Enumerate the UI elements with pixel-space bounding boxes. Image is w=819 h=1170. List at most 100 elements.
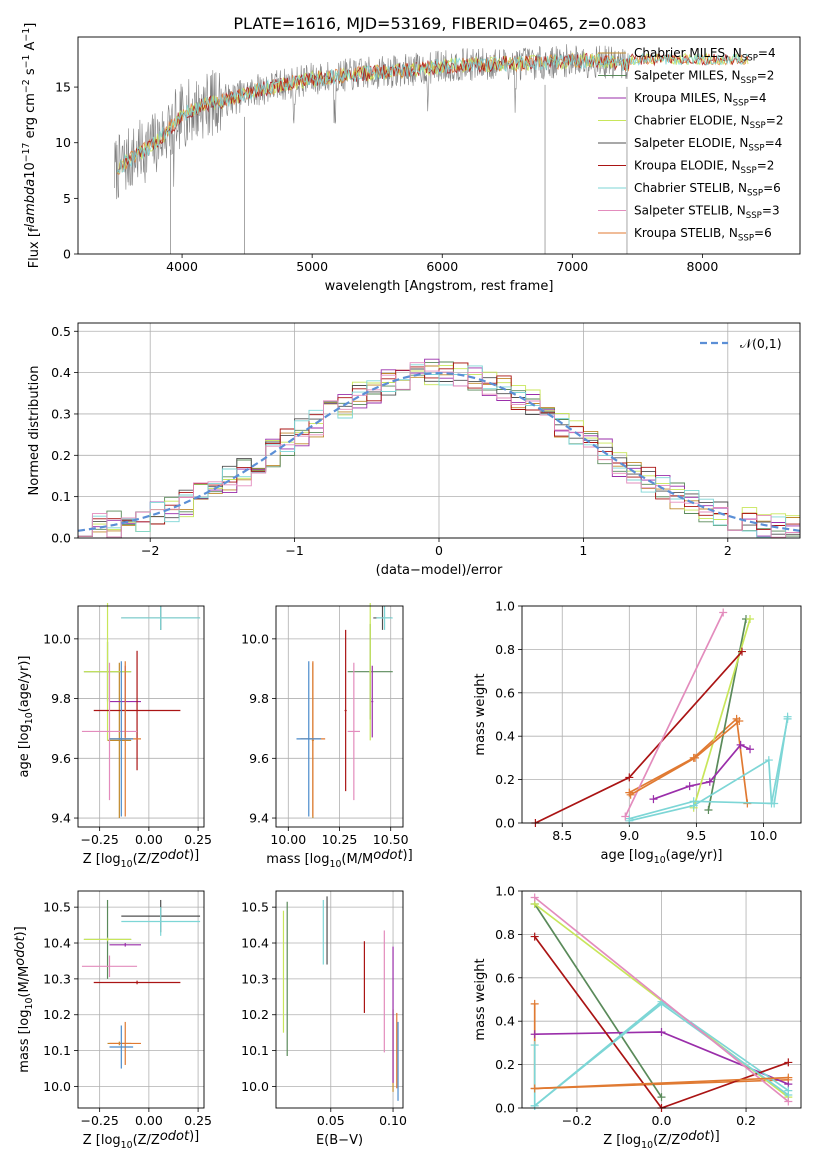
x-tick-label: 2 <box>724 543 732 558</box>
x-tick-label: −1 <box>285 543 303 558</box>
y-axis-label: mass weight <box>473 958 488 1040</box>
weight-marker <box>764 756 773 765</box>
weight-marker <box>657 1028 666 1037</box>
gaussian-legend-label: 𝒩(0,1) <box>740 336 782 351</box>
axes-frame <box>77 36 801 255</box>
y-tick-label: 10.1 <box>241 1043 269 1058</box>
weight-marker <box>621 812 630 821</box>
weight-marker <box>704 805 713 814</box>
panel-spectrum: 4000 5000 6000 7000 8000 0 5 10 15 wavelength [An… <box>21 23 801 294</box>
x-tick-label: 0.25 <box>184 832 212 847</box>
y-axis-label: age [log10​(age/yr)] <box>17 656 35 778</box>
y-tick-label: 10.2 <box>43 1007 71 1022</box>
y-tick-label: 10.2 <box>241 1007 269 1022</box>
x-axis-label: wavelength [Angstrom, rest frame] <box>325 279 554 294</box>
panel-mass-vs-Z: −0.25 0.00 0.25 10.0 10.1 10.2 10.3 10.4 10.5 Z [… <box>13 890 212 1151</box>
y-tick-label: 9.8 <box>249 691 269 706</box>
legend-label: Kroupa STELIB, NSSP​=6 <box>634 226 772 244</box>
x-tick-label: 9.0 <box>619 828 639 843</box>
weight-marker <box>530 1101 539 1110</box>
legend-label: Salpeter ELODIE, NSSP​=4 <box>634 136 782 154</box>
axes-frame <box>521 605 802 824</box>
y-tick-label: 10.0 <box>241 631 269 646</box>
weight-marker <box>719 608 728 617</box>
weight-marker <box>746 745 755 754</box>
weight-marker <box>657 999 666 1008</box>
weight-marker <box>784 1058 793 1067</box>
weight-marker <box>767 799 776 808</box>
figure-title: PLATE=1616, MJD=53169, FIBERID=0465, z=0… <box>233 14 646 33</box>
y-tick-label: 0.8 <box>495 642 515 657</box>
y-tick-label: 0.4 <box>51 365 71 380</box>
plot-area <box>530 893 793 1112</box>
y-tick-label: 1.0 <box>495 599 515 614</box>
axes-frame <box>77 890 205 1109</box>
panel-mass-vs-EBV: 0.05 0.10 10.0 10.1 10.2 10.3 10.4 10.5 E(B−V) <box>241 890 407 1148</box>
y-tick-label: 0.2 <box>495 1057 515 1072</box>
weight-marker <box>689 801 698 810</box>
plot-area <box>81 603 201 819</box>
x-axis-label: (data−model)/error <box>376 563 503 578</box>
plot-area <box>531 608 792 827</box>
y-tick-label: 0.1 <box>51 489 71 504</box>
x-tick-label: 8.5 <box>552 828 572 843</box>
plot-area <box>77 358 801 539</box>
legend-label: Chabrier STELIB, NSSP​=6 <box>634 181 781 199</box>
residual-histogram <box>78 364 800 539</box>
weight-marker <box>784 1073 793 1082</box>
x-tick-label: −0.2 <box>562 1113 592 1128</box>
x-tick-label: −0.25 <box>81 832 119 847</box>
y-tick-label: 9.4 <box>51 811 71 826</box>
panel-weights-vs-Z: −0.2 0.0 0.2 0.0 0.2 0.4 0.6 0.8 1.0 Z [log10​(Z/… <box>473 884 802 1151</box>
weight-marker <box>657 1093 666 1102</box>
x-tick-label: 4000 <box>166 259 198 274</box>
weight-marker <box>626 790 635 799</box>
spectrum-legend: Chabrier MILES, NSSP​=4 Salpeter MILES, N… <box>598 46 783 244</box>
x-axis-label: age [log10​(age/yr)] <box>601 848 723 866</box>
weight-line <box>629 716 789 820</box>
y-tick-label: 0.6 <box>495 685 515 700</box>
y-tick-label: 10.5 <box>241 900 269 915</box>
x-tick-label: 7000 <box>556 259 588 274</box>
y-tick-label: 0.8 <box>495 927 515 942</box>
axes-frame <box>77 605 205 828</box>
x-axis-label: Z [log10​(Z/Z​odot)] <box>603 1129 720 1151</box>
gaussian-curve <box>77 371 801 532</box>
x-tick-label: 0.0 <box>652 1113 672 1128</box>
plot-area <box>114 44 749 254</box>
y-axis-label: mass weight <box>473 673 488 755</box>
weight-marker <box>530 932 539 941</box>
x-axis-label: mass [log10​(M/M​odot)] <box>266 848 412 870</box>
x-tick-label: 0.10 <box>379 1113 407 1128</box>
y-tick-label: 15 <box>55 80 71 95</box>
weight-marker <box>735 717 744 726</box>
legend-label: Salpeter STELIB, NSSP​=3 <box>634 204 780 222</box>
panel-age-vs-Z: −0.25 0.00 0.25 9.4 9.6 9.8 10.0 Z [log10​(Z/Z​… <box>17 603 212 870</box>
weight-marker <box>783 714 792 723</box>
weight-line <box>533 1002 789 1108</box>
weight-marker <box>737 647 746 656</box>
y-tick-label: 5 <box>63 191 71 206</box>
y-tick-label: 10.0 <box>241 1079 269 1094</box>
y-tick-label: 0.4 <box>495 1014 515 1029</box>
weight-marker <box>530 893 539 902</box>
axes-frame <box>77 322 801 539</box>
legend-label: Chabrier ELODIE, NSSP​=2 <box>634 114 783 132</box>
x-tick-label: 0.00 <box>135 1113 163 1128</box>
y-axis-label: mass [log10​(M/M​odot)] <box>13 926 35 1072</box>
panel-weights-vs-age: 8.5 9.0 9.5 10.0 0.0 0.2 0.4 0.6 0.8 1.0 age [log1… <box>473 599 802 866</box>
panel-age-vs-mass: 10.00 10.25 10.50 9.4 9.6 9.8 10.0 mass [log10​… <box>241 603 413 870</box>
x-tick-label: 0.05 <box>317 1113 345 1128</box>
weight-marker <box>530 999 539 1008</box>
y-tick-label: 0 <box>63 247 71 262</box>
x-tick-label: 10.50 <box>373 832 409 847</box>
x-axis-label: E(B−V) <box>316 1133 363 1148</box>
weight-marker <box>530 1030 539 1039</box>
weight-marker <box>625 816 634 825</box>
weight-line <box>692 618 751 809</box>
weight-line <box>624 612 724 817</box>
panel-residuals: −2 −1 0 1 2 0.0 0.1 0.2 0.3 0.4 0.5 (data−model)/er… <box>27 322 801 578</box>
axes-frame <box>275 890 404 1109</box>
